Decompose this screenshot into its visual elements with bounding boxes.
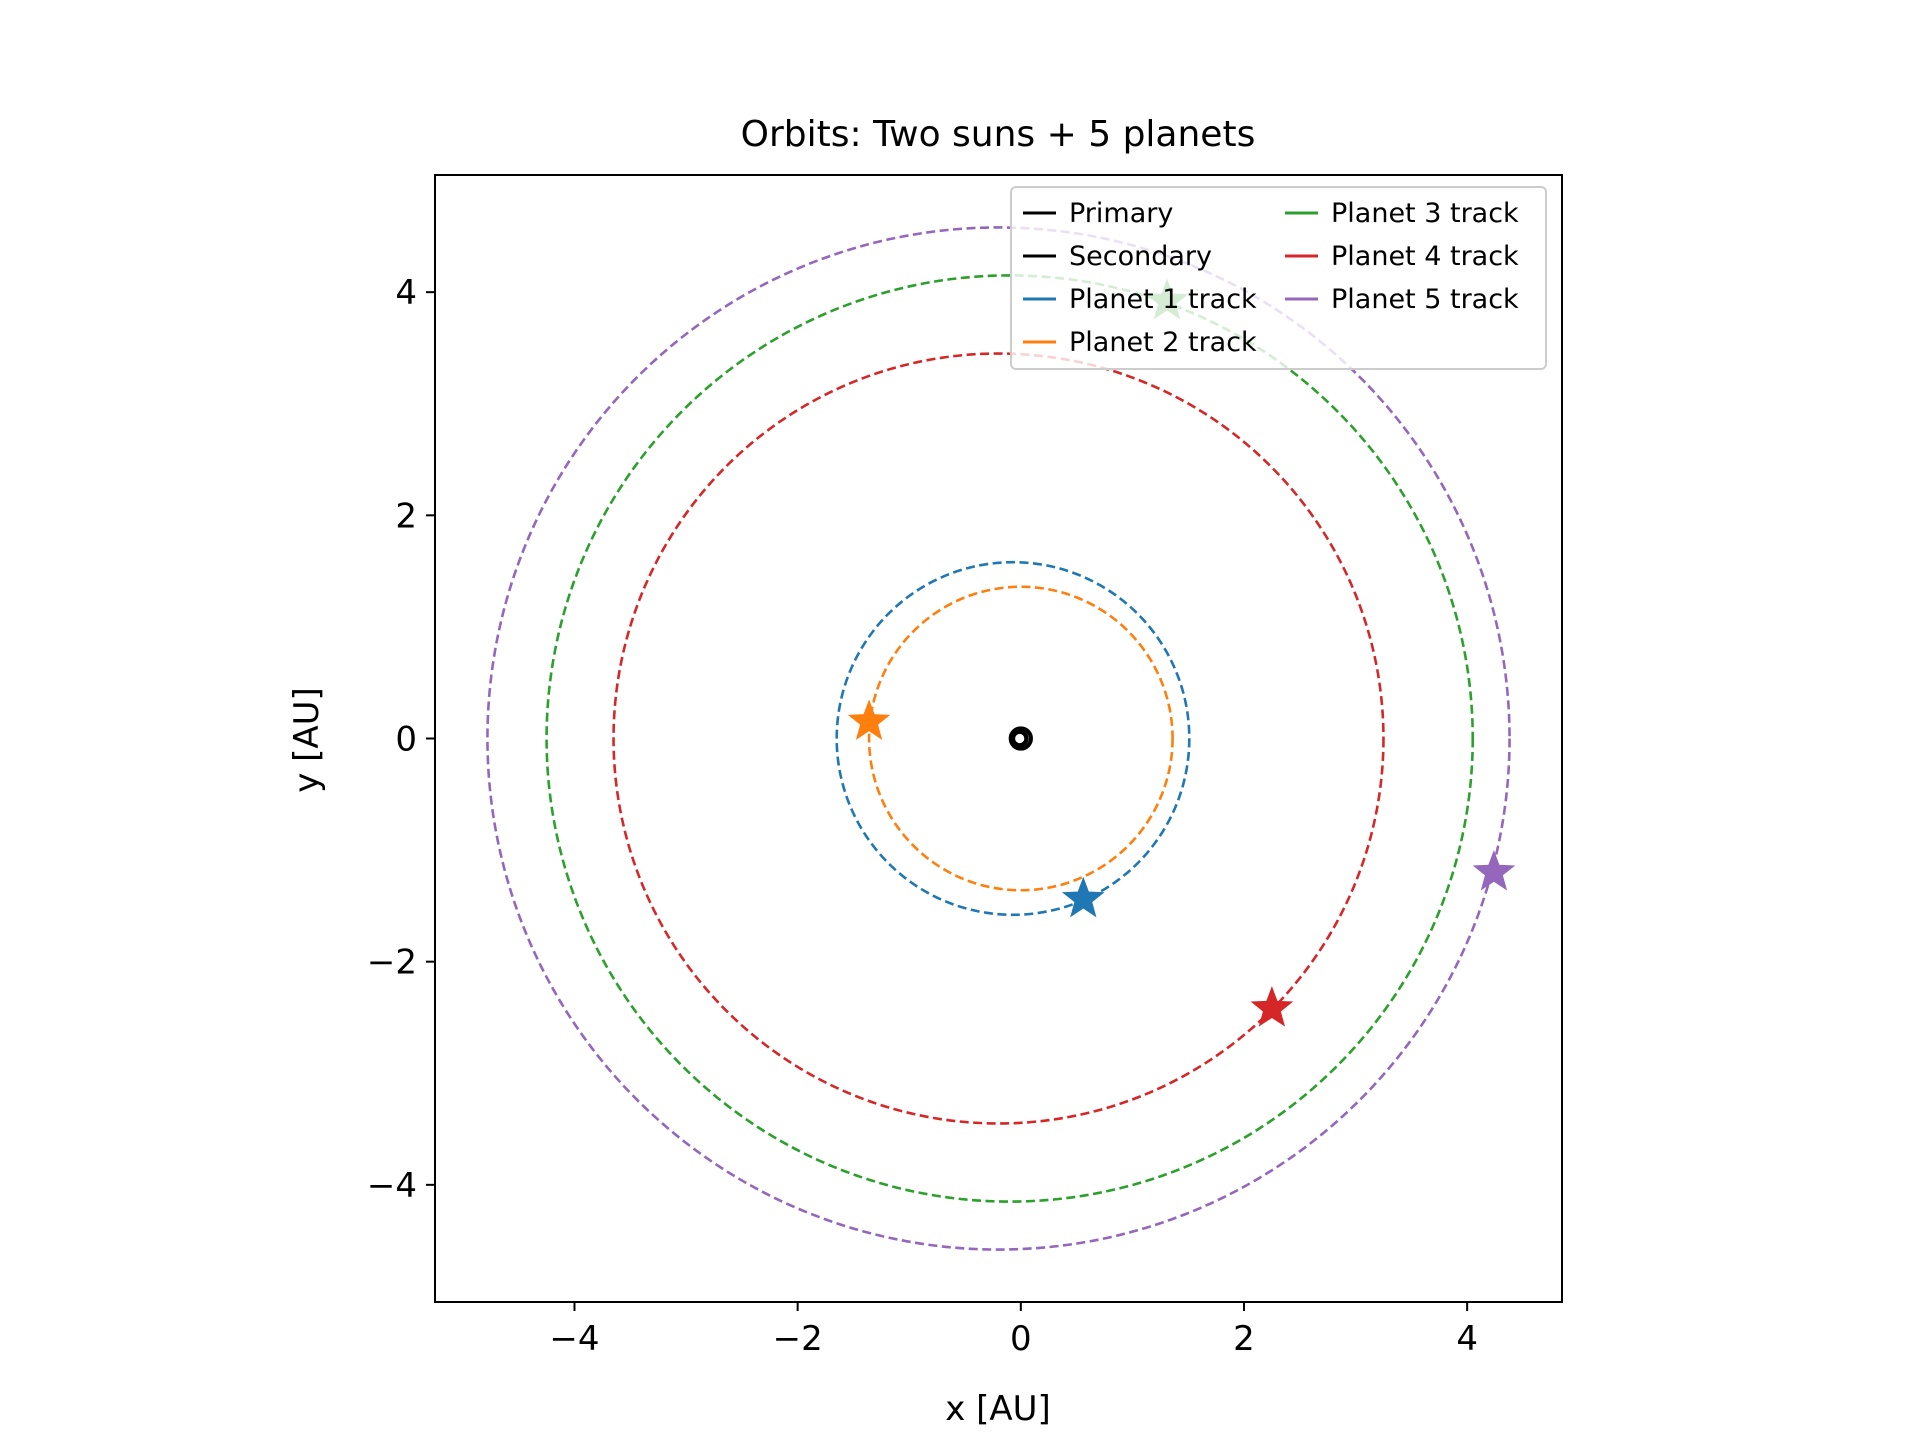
legend-label-planet-5-track: Planet 5 track: [1331, 284, 1519, 315]
legend-label-planet-1-track: Planet 1 track: [1069, 284, 1257, 315]
planet-3-track-line: [545, 274, 1475, 1203]
planet-5-track-position-marker: [1472, 849, 1516, 891]
legend-box: [1010, 186, 1547, 370]
planet-4-track-position-marker: [1250, 986, 1294, 1027]
x-tick-label: −2: [773, 1319, 823, 1359]
chart-title: Orbits: Two suns + 5 planets: [741, 114, 1256, 155]
x-tick-label: −4: [549, 1319, 599, 1359]
y-tick-label: −2: [367, 943, 417, 983]
secondary-line: [1008, 726, 1033, 751]
axis-ticks: −4 −2 0 2 4 −4 −2 0 2 4: [367, 273, 1478, 1359]
planet-5-track-line: [486, 226, 1511, 1251]
x-axis-label: x [AU]: [945, 1389, 1051, 1429]
legend-label-secondary: Secondary: [1069, 241, 1212, 272]
legend-label-planet-3-track: Planet 3 track: [1331, 198, 1519, 229]
x-tick-label: 2: [1233, 1319, 1255, 1359]
y-axis-label: y [AU]: [287, 687, 327, 793]
x-tick-label: 4: [1456, 1319, 1478, 1359]
legend-label-primary: Primary: [1069, 198, 1173, 229]
planet-1-track-line: [835, 560, 1191, 917]
legend: Primary Secondary Planet 1 track Planet 2 t…: [1010, 186, 1547, 370]
legend-label-planet-4-track: Planet 4 track: [1331, 241, 1519, 272]
y-tick-label: 0: [395, 720, 417, 760]
y-tick-label: 2: [395, 496, 417, 536]
planet-2-track-line: [867, 585, 1174, 892]
planet-4-track-line: [612, 352, 1385, 1125]
legend-label-planet-2-track: Planet 2 track: [1069, 327, 1257, 358]
plot-area: [486, 226, 1516, 1251]
y-tick-label: 4: [395, 273, 417, 313]
primary-line: [1010, 729, 1029, 748]
x-tick-label: 0: [1010, 1319, 1032, 1359]
planet-2-track-position-marker: [847, 699, 891, 740]
planet-1-track-position-marker: [1061, 876, 1105, 918]
y-tick-label: −4: [367, 1166, 417, 1206]
